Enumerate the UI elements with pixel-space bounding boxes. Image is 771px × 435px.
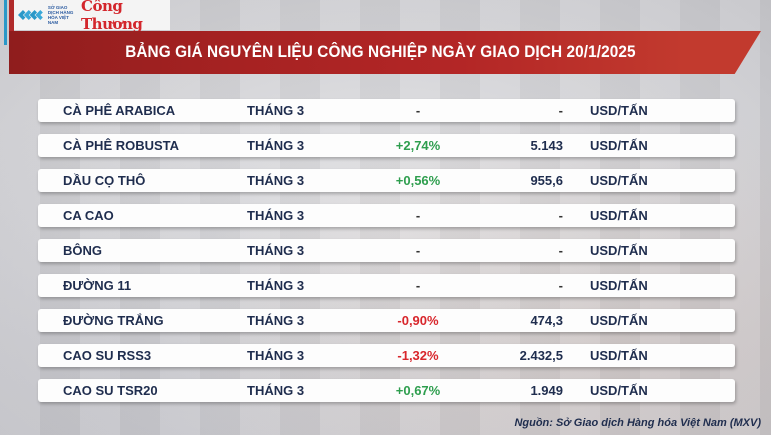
- price-unit: USD/TẤN: [590, 383, 648, 398]
- price-unit: USD/TẤN: [590, 348, 648, 363]
- price-value: 955,6: [530, 173, 563, 188]
- price-value: 2.432,5: [519, 348, 563, 363]
- commodity-name: CÀ PHÊ ARABICA: [63, 103, 176, 118]
- price-change: -: [415, 278, 421, 293]
- exchange-logo-text: SỞ GIAO DỊCH HÀNG HÓA VIỆT NAM: [47, 5, 74, 25]
- contract-term: THÁNG 3: [247, 243, 305, 258]
- price-change: +0,67%: [395, 383, 441, 398]
- price-unit: USD/TẤN: [590, 138, 648, 153]
- commodity-name: CAO SU TSR20: [63, 383, 158, 398]
- page-title: BẢNG GIÁ NGUYÊN LIỆU CÔNG NGHIỆP NGÀY GI…: [124, 43, 636, 61]
- price-value: -: [558, 243, 563, 258]
- table-row: CÀ PHÊ ROBUSTA THÁNG 3 +2,74% 5.143 USD/TẤN: [38, 134, 735, 157]
- price-value: -: [558, 103, 563, 118]
- accent-bar-blue: [4, 0, 7, 45]
- table-row: DẦU CỌ THÔ THÁNG 3 +0,56% 955,6 USD/TẤN: [38, 169, 735, 192]
- contract-term: THÁNG 3: [247, 138, 305, 153]
- table-row: CA CAO THÁNG 3 - - USD/TẤN: [38, 204, 735, 227]
- price-unit: USD/TẤN: [590, 103, 648, 118]
- contract-term: THÁNG 3: [247, 313, 305, 328]
- contract-term: THÁNG 3: [247, 348, 305, 363]
- price-unit: USD/TẤN: [590, 278, 648, 293]
- header-banner: BẢNG GIÁ NGUYÊN LIỆU CÔNG NGHIỆP NGÀY GI…: [9, 31, 761, 74]
- price-value: 1.949: [530, 383, 563, 398]
- contract-term: THÁNG 3: [247, 278, 305, 293]
- price-change: -: [415, 243, 421, 258]
- table-row: CAO SU RSS3 THÁNG 3 -1,32% 2.432,5 USD/TẤN: [38, 344, 735, 367]
- exchange-logo-icon: [18, 10, 43, 20]
- source-note: Nguồn: Sở Giao dịch Hàng hóa Việt Nam (M…: [514, 417, 761, 429]
- contract-term: THÁNG 3: [247, 383, 305, 398]
- commodity-name: BÔNG: [63, 243, 102, 258]
- accent-bar-red: [9, 0, 14, 45]
- table-row: ĐƯỜNG 11 THÁNG 3 - - USD/TẤN: [38, 274, 735, 297]
- price-change: -: [415, 208, 421, 223]
- price-change: +2,74%: [395, 138, 441, 153]
- price-change: -0,90%: [397, 313, 439, 328]
- commodity-name: ĐƯỜNG TRẮNG: [63, 313, 164, 328]
- price-value: -: [558, 278, 563, 293]
- price-table: CÀ PHÊ ARABICA THÁNG 3- - USD/TẤN CÀ PHÊ ROB…: [38, 99, 735, 414]
- commodity-name: ĐƯỜNG 11: [63, 278, 132, 293]
- publication-logo: Công Thương: [81, 0, 143, 33]
- table-row: ĐƯỜNG TRẮNG THÁNG 3 -0,90% 474,3 USD/TẤN: [38, 309, 735, 332]
- price-change: -1,32%: [397, 348, 439, 363]
- commodity-name: CAO SU RSS3: [63, 348, 152, 363]
- price-unit: USD/TẤN: [590, 313, 648, 328]
- price-value: -: [558, 208, 563, 223]
- price-change: -: [415, 103, 421, 118]
- price-change: +0,56%: [395, 173, 441, 188]
- table-row: BÔNG THÁNG 3 - - USD/TẤN: [38, 239, 735, 262]
- table-row: CÀ PHÊ ARABICA THÁNG 3 - - USD/TẤN: [38, 99, 735, 122]
- commodity-name: DẦU CỌ THÔ: [63, 173, 146, 188]
- price-value: 474,3: [530, 313, 563, 328]
- contract-term: THÁNG 3: [247, 208, 305, 223]
- price-unit: USD/TẤN: [590, 243, 648, 258]
- commodity-name: CA CAO: [63, 208, 114, 223]
- price-value: 5.143: [530, 138, 563, 153]
- table-row: CAO SU TSR20 THÁNG 3 +0,67% 1.949 USD/TẤN: [38, 379, 735, 402]
- contract-term: THÁNG 3: [247, 103, 305, 118]
- contract-term: THÁNG 3: [247, 173, 305, 188]
- price-unit: USD/TẤN: [590, 208, 648, 223]
- logo-area: SỞ GIAO DỊCH HÀNG HÓA VIỆT NAM Công Thươ…: [14, 0, 170, 33]
- commodity-name: CÀ PHÊ ROBUSTA: [63, 138, 180, 153]
- price-unit: USD/TẤN: [590, 173, 648, 188]
